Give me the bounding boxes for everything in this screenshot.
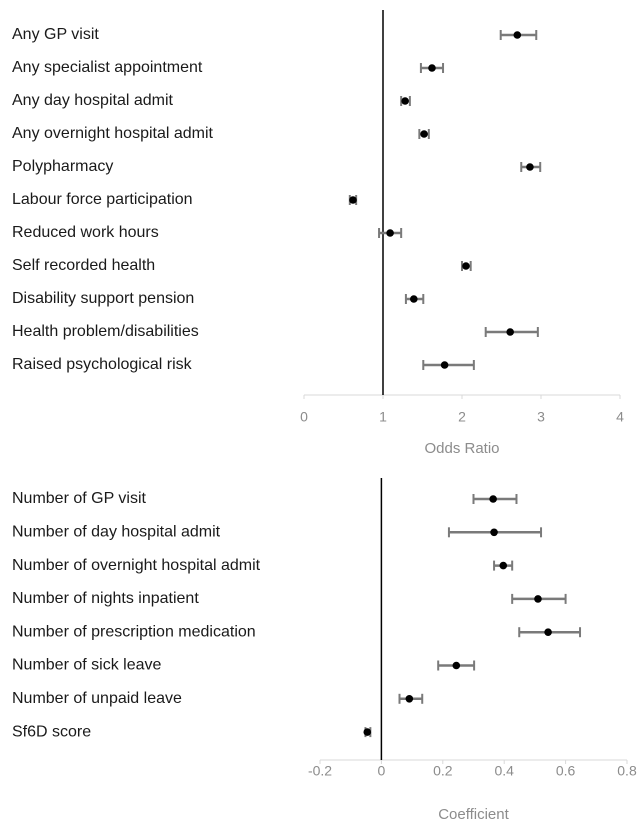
row-label: Any day hospital admit bbox=[12, 92, 174, 109]
row-label: Number of prescription medication bbox=[12, 623, 256, 640]
x-tick-label: 0.8 bbox=[617, 763, 637, 779]
point bbox=[452, 661, 461, 670]
row-label: Sf6D score bbox=[12, 723, 91, 740]
row-label: Self recorded health bbox=[12, 257, 155, 274]
point bbox=[410, 295, 418, 303]
point bbox=[420, 130, 428, 138]
point bbox=[401, 97, 409, 105]
row-label: Number of GP visit bbox=[12, 490, 147, 507]
point bbox=[526, 163, 534, 171]
x-tick-label: 0.2 bbox=[433, 763, 453, 779]
row-label: Health problem/disabilities bbox=[12, 323, 199, 340]
row-label: Number of nights inpatient bbox=[12, 590, 199, 607]
x-tick-label: 0 bbox=[300, 409, 308, 425]
row-label: Labour force participation bbox=[12, 191, 193, 208]
point bbox=[405, 695, 414, 703]
point bbox=[363, 728, 372, 736]
row-label: Polypharmacy bbox=[12, 158, 113, 175]
point bbox=[440, 361, 449, 369]
x-tick-label: 4 bbox=[616, 409, 624, 425]
row-label: Any specialist appointment bbox=[12, 59, 203, 76]
point bbox=[428, 64, 436, 72]
x-tick-label: 0.4 bbox=[494, 763, 514, 779]
point bbox=[534, 595, 542, 603]
point bbox=[349, 196, 357, 204]
row-label: Any GP visit bbox=[12, 26, 99, 43]
row-label: Reduced work hours bbox=[12, 224, 159, 241]
point bbox=[490, 528, 498, 537]
point bbox=[513, 31, 522, 39]
x-tick-label: 2 bbox=[458, 409, 466, 425]
point bbox=[386, 229, 394, 237]
x-tick-label: 0.6 bbox=[556, 763, 576, 779]
point bbox=[489, 495, 497, 503]
row-label: Disability support pension bbox=[12, 290, 194, 307]
x-tick-label: -0.2 bbox=[308, 763, 332, 779]
row-label: Number of overnight hospital admit bbox=[12, 557, 261, 574]
row-label: Number of sick leave bbox=[12, 657, 161, 674]
point bbox=[499, 561, 508, 570]
row-label: Number of day hospital admit bbox=[12, 524, 221, 541]
point bbox=[462, 262, 470, 270]
row-label: Any overnight hospital admit bbox=[12, 125, 214, 142]
row-label: Number of unpaid leave bbox=[12, 690, 182, 707]
x-axis-title: Coefficient bbox=[438, 806, 509, 823]
x-tick-label: 3 bbox=[537, 409, 545, 425]
x-tick-label: 1 bbox=[379, 409, 387, 425]
point bbox=[506, 328, 514, 336]
point bbox=[544, 628, 552, 636]
x-axis-title: Odds Ratio bbox=[424, 440, 499, 457]
row-label: Raised psychological risk bbox=[12, 356, 193, 373]
x-tick-label: 0 bbox=[378, 763, 386, 779]
